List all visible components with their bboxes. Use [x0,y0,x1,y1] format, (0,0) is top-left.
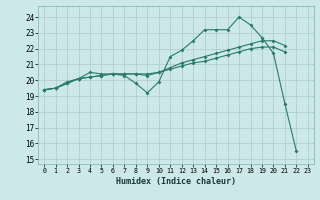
X-axis label: Humidex (Indice chaleur): Humidex (Indice chaleur) [116,177,236,186]
